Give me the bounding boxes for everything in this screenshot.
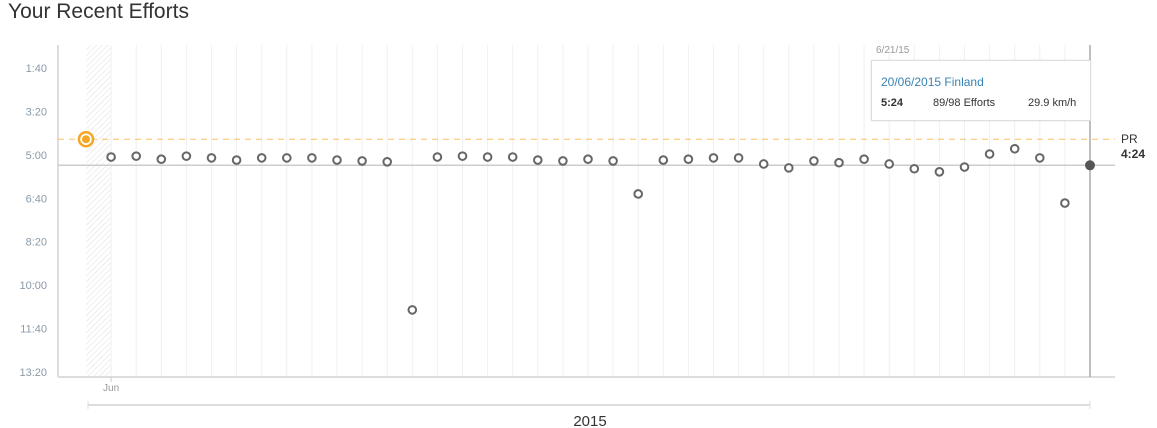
effort-point[interactable] (457, 151, 468, 161)
effort-point[interactable] (206, 153, 217, 163)
effort-point[interactable] (859, 154, 869, 164)
effort-point[interactable] (282, 153, 292, 163)
effort-point[interactable] (156, 154, 167, 164)
effort-point[interactable] (583, 154, 593, 164)
effort-point[interactable] (332, 155, 342, 165)
pr-effort-point-center (82, 135, 90, 144)
effort-point[interactable] (1009, 143, 1020, 154)
hatched-region (86, 45, 112, 377)
effort-point[interactable] (307, 153, 317, 163)
tooltip-time: 5:24 (881, 97, 904, 109)
y-tick-label: 8:20 (26, 237, 47, 249)
tooltip-speed: 29.9 km/h (1028, 97, 1077, 109)
effort-tooltip: 20/06/2015 Finland 5:24 89/98 Efforts 29… (871, 60, 1091, 121)
effort-point[interactable] (382, 157, 393, 167)
effort-point[interactable] (256, 153, 267, 163)
tooltip-efforts: 89/98 Efforts (933, 97, 996, 109)
y-tick-label: 6:40 (26, 193, 47, 205)
effort-point[interactable] (708, 153, 719, 163)
effort-point[interactable] (909, 163, 920, 174)
effort-point[interactable] (733, 153, 744, 163)
effort-point[interactable] (934, 166, 945, 177)
effort-point[interactable] (633, 189, 644, 199)
effort-point[interactable] (984, 149, 995, 159)
effort-point[interactable] (432, 152, 443, 162)
effort-point[interactable] (809, 156, 819, 166)
pr-value: 4:24 (1121, 147, 1145, 161)
effort-point[interactable] (784, 163, 794, 173)
effort-point[interactable] (1035, 153, 1045, 163)
selected-effort-point[interactable] (1085, 160, 1095, 171)
effort-point[interactable] (658, 155, 669, 165)
effort-point[interactable] (482, 152, 493, 162)
x-tick-label: Jun (103, 383, 119, 394)
x-group-label: 2015 (573, 413, 606, 428)
effort-point[interactable] (834, 157, 844, 168)
effort-point[interactable] (959, 162, 970, 172)
effort-point[interactable] (357, 156, 367, 166)
hover-date-label: 6/21/15 (876, 45, 910, 56)
effort-point[interactable] (533, 155, 543, 165)
effort-point[interactable] (181, 151, 192, 161)
effort-point[interactable] (608, 156, 618, 166)
pr-label: PR (1121, 132, 1138, 146)
effort-point[interactable] (507, 152, 518, 162)
y-tick-label: 5:00 (26, 150, 47, 162)
y-tick-label: 13:20 (19, 367, 47, 379)
y-tick-label: 11:40 (20, 324, 47, 336)
effort-point[interactable] (758, 159, 769, 169)
effort-point[interactable] (407, 305, 418, 315)
effort-point[interactable] (683, 154, 694, 164)
effort-point[interactable] (106, 152, 116, 162)
effort-point[interactable] (558, 156, 568, 166)
effort-point[interactable] (1060, 198, 1070, 208)
effort-point[interactable] (131, 151, 141, 161)
y-tick-label: 10:00 (19, 280, 47, 292)
effort-point[interactable] (884, 159, 895, 169)
y-tick-label: 3:20 (26, 106, 47, 118)
page-title: Your Recent Efforts (8, 0, 189, 23)
y-tick-label: 1:40 (26, 63, 47, 75)
tooltip-title-link[interactable]: 20/06/2015 Finland (881, 75, 984, 89)
effort-point[interactable] (231, 155, 242, 165)
